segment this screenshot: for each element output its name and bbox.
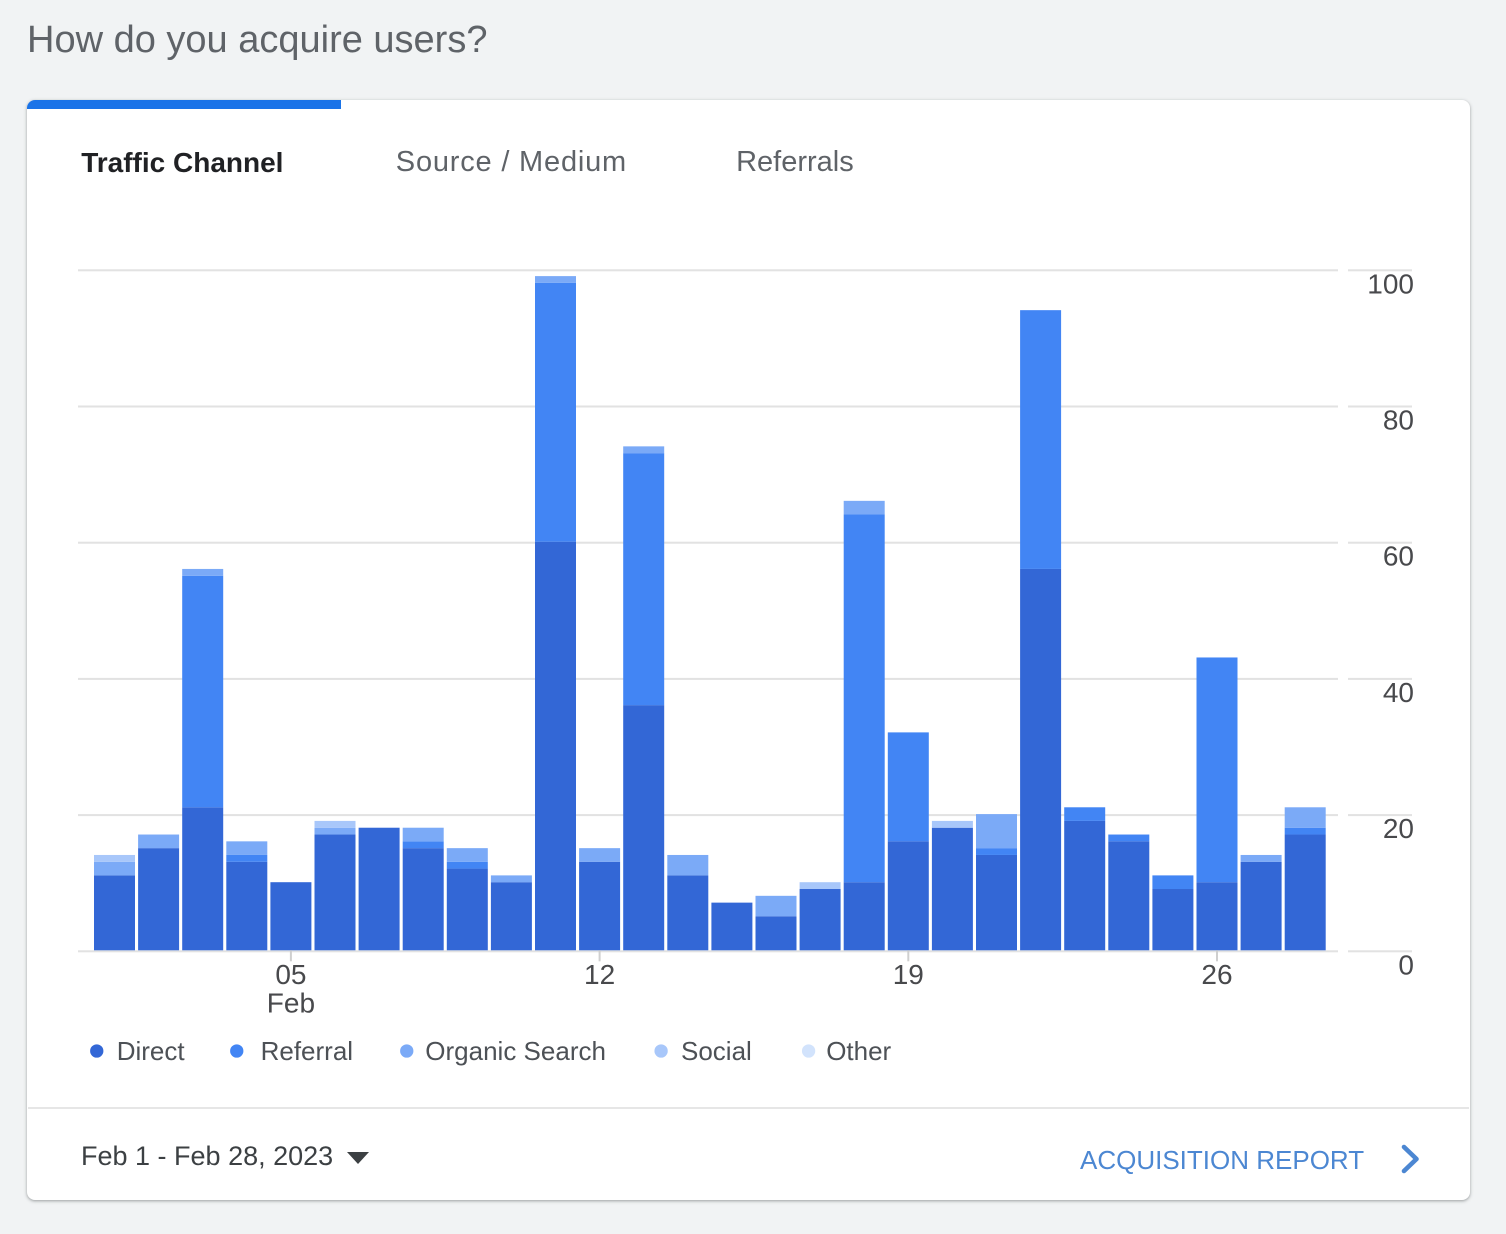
svg-text:26: 26 (1201, 959, 1232, 990)
svg-text:Other: Other (826, 1036, 891, 1066)
svg-text:20: 20 (1383, 813, 1414, 844)
svg-text:Organic Search: Organic Search (425, 1036, 606, 1066)
svg-text:19: 19 (893, 959, 924, 990)
svg-text:05: 05 (275, 959, 306, 990)
svg-text:0: 0 (1398, 949, 1414, 980)
svg-text:100: 100 (1367, 268, 1414, 299)
svg-text:12: 12 (584, 959, 615, 990)
svg-text:60: 60 (1383, 541, 1414, 572)
svg-text:Social: Social (681, 1036, 752, 1066)
svg-text:Referral: Referral (261, 1036, 353, 1066)
svg-text:40: 40 (1383, 677, 1414, 708)
svg-text:Feb: Feb (267, 987, 315, 1018)
svg-text:80: 80 (1383, 405, 1414, 436)
svg-text:Direct: Direct (117, 1036, 186, 1066)
